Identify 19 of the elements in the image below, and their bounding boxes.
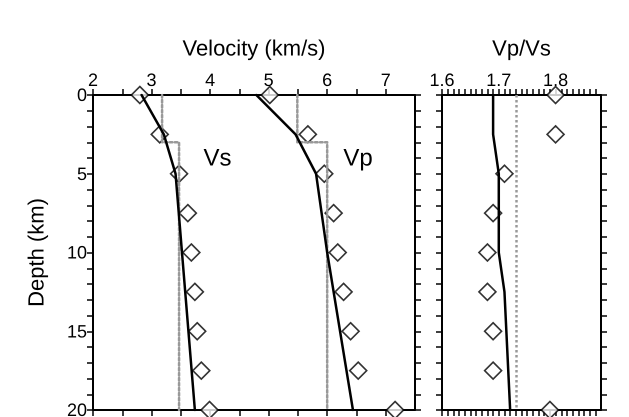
x-tick-label: 3	[146, 70, 157, 90]
x-tick-label: 1.6	[429, 70, 455, 90]
x-tick-label: 4	[205, 70, 216, 90]
series-label: Vs	[204, 144, 232, 172]
y-tick-label: 10	[66, 242, 87, 262]
y-tick-label: 20	[66, 400, 87, 417]
x-tick-label: 7	[380, 70, 391, 90]
y-axis-title: Depth (km)	[24, 198, 48, 307]
x-tick-label: 1.8	[543, 70, 568, 90]
x-tick-label: 5	[264, 70, 274, 90]
x-tick-label: 1.7	[486, 70, 512, 90]
x-axis-title: Velocity (km/s)	[182, 36, 326, 60]
x-tick-label: 2	[88, 70, 98, 90]
legend-label: Vp	[343, 144, 373, 172]
y-tick-label: 15	[66, 321, 87, 342]
x-axis-title: Vp/Vs	[492, 36, 551, 60]
y-tick-label: 5	[76, 164, 87, 184]
x-tick-label: 6	[322, 70, 332, 90]
y-tick-label: 0	[76, 85, 87, 105]
